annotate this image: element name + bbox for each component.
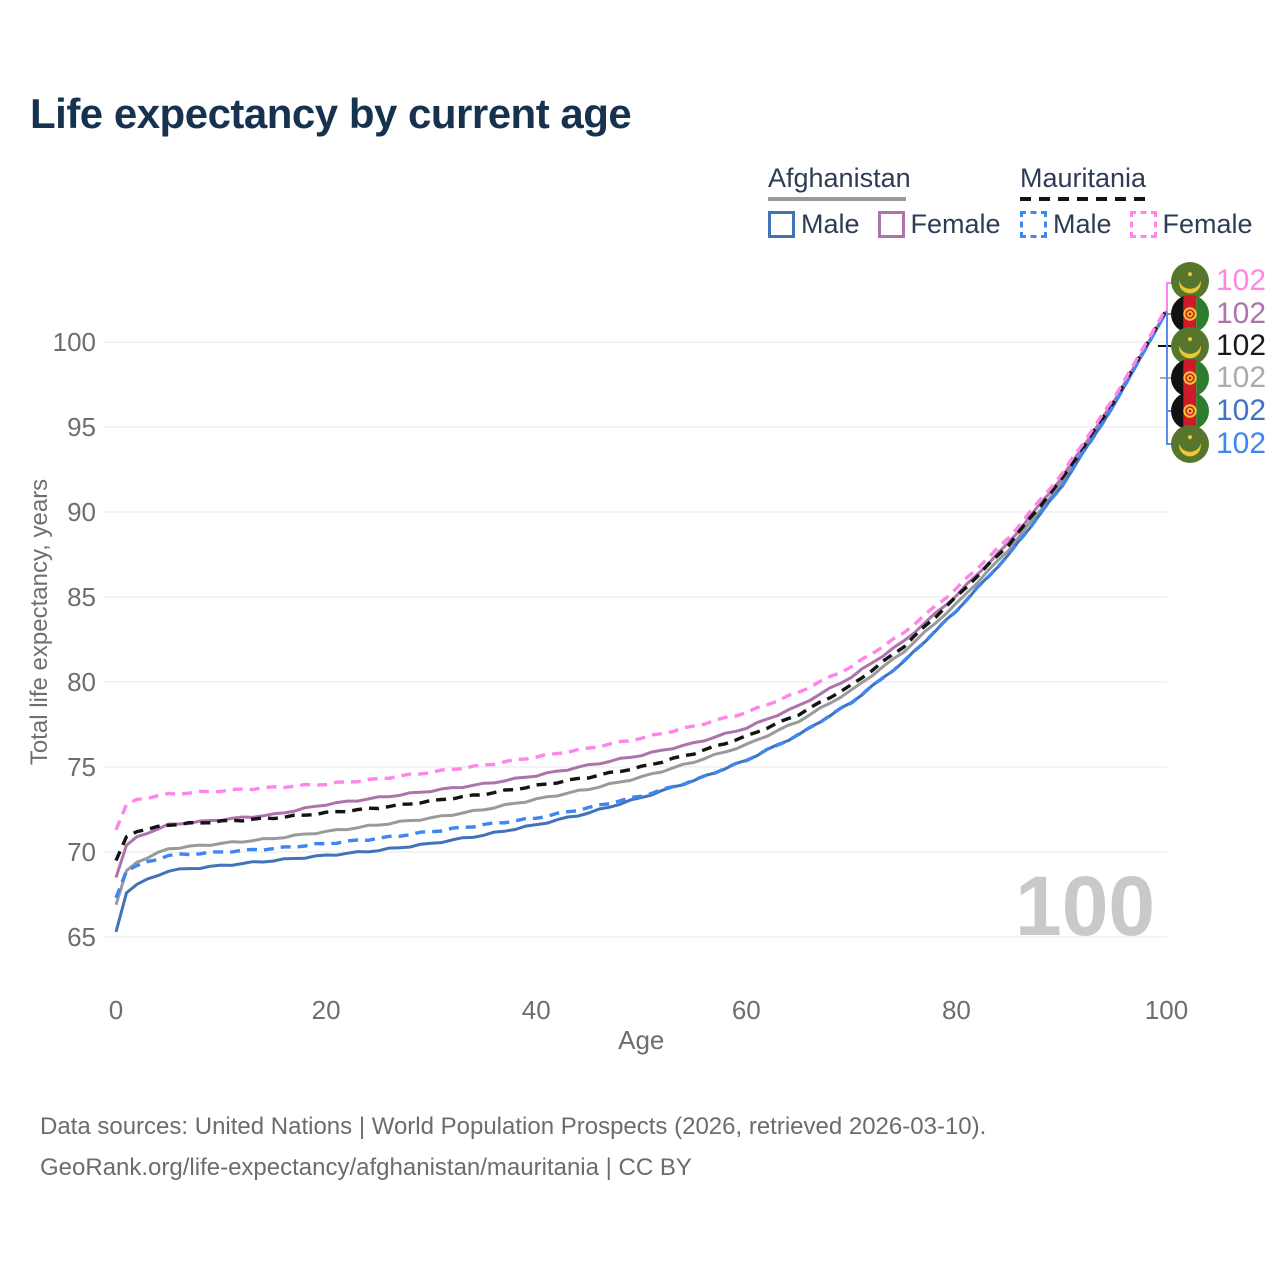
y-tick-label-85: 85 (67, 582, 96, 612)
connector-mauritania-female (1166, 282, 1172, 312)
x-tick-label-80: 80 (942, 995, 971, 1025)
mauritania-dashed-underline (1020, 197, 1150, 201)
end-label-value-mauritania-both: 102 (1216, 329, 1267, 362)
legend-label-mauritania-female[interactable]: Female (1162, 209, 1253, 239)
x-tick-label-40: 40 (522, 995, 551, 1025)
legend-label-afghanistan-male[interactable]: Male (801, 209, 860, 239)
end-label-afghanistan-male: 102 (1171, 392, 1266, 430)
legend-heading-mauritania[interactable]: Mauritania (1020, 163, 1147, 193)
end-label-mauritania-both: 102 (1171, 327, 1266, 365)
end-label-afghanistan-both: 102 (1171, 359, 1266, 397)
end-label-afghanistan-female: 102 (1171, 295, 1266, 333)
line-mauritania-male[interactable] (114, 310, 1168, 899)
legend-label-mauritania-male[interactable]: Male (1053, 209, 1112, 239)
end-label-value-afghanistan-female: 102 (1216, 297, 1267, 330)
end-label-value-mauritania-male: 102 (1216, 427, 1267, 460)
end-label-mauritania-female: 102 (1171, 262, 1266, 300)
end-label-value-afghanistan-both: 102 (1216, 361, 1267, 394)
legend-heading-afghanistan[interactable]: Afghanistan (768, 163, 911, 193)
legend-label-afghanistan-female[interactable]: Female (910, 209, 1001, 239)
y-tick-label-75: 75 (67, 752, 96, 782)
x-tick-label-20: 20 (312, 995, 341, 1025)
x-tick-label-100: 100 (1145, 995, 1188, 1025)
x-tick-label-0: 0 (109, 995, 123, 1025)
x-tick-label-60: 60 (732, 995, 761, 1025)
legend-swatch-afghanistan-male[interactable] (768, 211, 795, 238)
line-afghanistan-female[interactable] (114, 310, 1168, 878)
legend-swatch-mauritania-male[interactable] (1020, 211, 1047, 238)
y-tick-label-65: 65 (67, 922, 96, 952)
footer: Data sources: United Nations | World Pop… (40, 1106, 986, 1188)
legend-swatch-mauritania-female[interactable] (1129, 211, 1157, 238)
line-mauritania-female[interactable] (114, 307, 1168, 831)
line-afghanistan-both[interactable] (114, 310, 1168, 906)
y-tick-label-90: 90 (67, 497, 96, 527)
afghanistan-solid-underline (768, 197, 906, 201)
current-age-watermark: 100 (1015, 859, 1156, 953)
end-label-value-afghanistan-male: 102 (1216, 394, 1267, 427)
legend-swatch-afghanistan-female[interactable] (877, 211, 905, 238)
y-tick-label-70: 70 (67, 837, 96, 867)
x-axis-title: Age (618, 1025, 664, 1055)
mauritania-flag-icon (1171, 425, 1209, 463)
y-tick-label-80: 80 (67, 667, 96, 697)
y-tick-label-95: 95 (67, 412, 96, 442)
footer-sources: Data sources: United Nations | World Pop… (40, 1113, 987, 1140)
legend-group-afghanistan: Afghanistan Male Female (768, 163, 1019, 240)
end-label-mauritania-male: 102 (1171, 425, 1266, 463)
end-label-value-mauritania-female: 102 (1216, 264, 1267, 297)
line-mauritania-both[interactable] (114, 308, 1168, 862)
legend-group-mauritania: Mauritania Male Female (1020, 163, 1271, 240)
y-axis-title: Total life expectancy, years (26, 479, 53, 765)
connector-mauritania-male (1166, 311, 1172, 445)
page-title: Life expectancy by current age (30, 90, 632, 137)
footer-attribution: GeoRank.org/life-expectancy/afghanistan/… (40, 1154, 692, 1181)
y-tick-label-100: 100 (53, 327, 96, 357)
